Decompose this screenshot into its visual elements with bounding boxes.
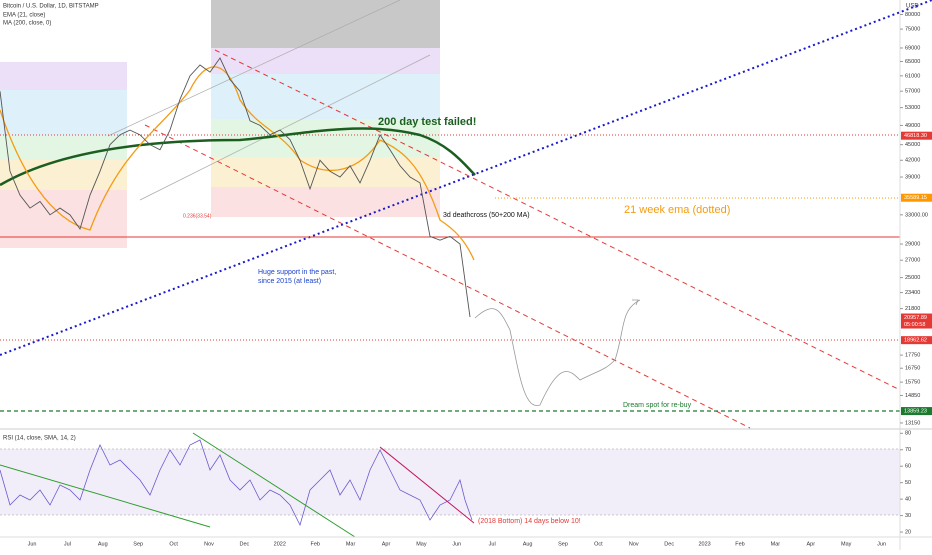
price-badge-label: 46818.30 [904, 133, 927, 139]
y-tick-label: 17750 [905, 353, 920, 359]
channel-line [139, 54, 431, 201]
x-tick-label: 2023 [698, 541, 710, 547]
price-badge [901, 313, 932, 322]
y-tick-label: 75000 [905, 27, 920, 33]
y-tick-label: 57000 [905, 89, 920, 95]
y-tick-label: 65000 [905, 59, 920, 65]
x-tick-label: Jun [877, 541, 886, 547]
x-tick-label: Sep [558, 541, 568, 547]
axes: 80000 75000 69000 65000 61000 57000 53000 49000… [28, 12, 932, 547]
price-series [0, 57, 471, 318]
x-tick-label: Dec [664, 541, 674, 547]
x-tick-label: Jun [28, 541, 37, 547]
y-tick-label: 69000 [905, 45, 920, 51]
price-badge [901, 407, 932, 416]
x-tick-label: Mar [346, 541, 356, 547]
rsi-line [0, 439, 473, 527]
x-tick-label: Aug [98, 541, 108, 547]
x-tick-label: Nov [204, 541, 214, 547]
annotation: 200 day test failed! [378, 116, 476, 128]
y-tick-label: 29000 [905, 242, 920, 248]
projection-path [474, 299, 641, 406]
y-tick-label: 49000 [905, 123, 920, 129]
x-tick-label: Jul [489, 541, 496, 547]
x-tick-label: Sep [133, 541, 143, 547]
price-badge [901, 131, 932, 140]
currency: USD [906, 4, 919, 10]
fib-bands [0, 48, 440, 248]
resistance-trendline [214, 49, 901, 391]
y-tick-label: 16750 [905, 366, 920, 372]
channel-line [107, 0, 401, 137]
y-tick-label: 15750 [905, 380, 920, 386]
x-tick-label: 2022 [274, 541, 286, 547]
y-tick-label: 39000 [905, 174, 920, 180]
x-tick-label: Dec [240, 541, 250, 547]
rsi-trendline [379, 446, 475, 524]
y-tick-label: 25000 [905, 275, 920, 281]
rsi-trendline [192, 432, 356, 538]
countdown-badge [901, 320, 932, 329]
x-tick-label: Feb [735, 541, 744, 547]
y-tick-label: 33000.00 [905, 212, 928, 218]
x-tick-label: Aug [523, 541, 533, 547]
y-tick-label: 14850 [905, 393, 920, 399]
x-tick-label: May [416, 541, 427, 547]
x-tick-label: Apr [382, 541, 391, 547]
price-line [0, 57, 471, 318]
x-tick-label: Oct [169, 541, 178, 547]
indicator-label: EMA (21, close) [3, 13, 45, 19]
x-tick-label: Oct [594, 541, 603, 547]
rsi-tick-label: 40 [905, 497, 911, 503]
annotation: since 2015 (at least) [258, 278, 321, 285]
symbol: Bitcoin / U.S. Dollar, 1D, BITSTAMP [3, 4, 99, 10]
y-tick-label: 13150 [905, 420, 920, 426]
y-tick-label: 80000 [905, 12, 920, 18]
rsi-tick-label: 30 [905, 513, 911, 519]
annotation: 21 week ema (dotted) [624, 204, 730, 216]
resistance-trendline [144, 124, 751, 429]
price-badge-label: 18962.62 [904, 338, 927, 344]
price-badge-label: 20957.89 [904, 315, 927, 321]
price-badge-label: 13859.23 [904, 409, 927, 415]
x-tick-label: Feb [310, 541, 319, 547]
support-trendline [0, 0, 932, 356]
y-tick-label: 53000 [905, 105, 920, 111]
rsi-tick-label: 50 [905, 480, 911, 486]
rsi-tick-label: 80 [905, 431, 911, 437]
y-tick-label: 45000 [905, 142, 920, 148]
y-tick-label: 27000 [905, 258, 920, 264]
annotation: (2018 Bottom) 14 days below 10! [478, 518, 581, 525]
annotation: Huge support in the past, [258, 269, 336, 276]
x-tick-label: Jul [64, 541, 71, 547]
rsi-trendline [0, 464, 211, 528]
price-badge [901, 336, 932, 345]
x-tick-label: Jun [452, 541, 461, 547]
y-tick-label: 21800 [905, 306, 920, 312]
indicator-label: MA (200, close, 0) [3, 21, 51, 27]
x-tick-label: Mar [771, 541, 781, 547]
projection-arrow [632, 299, 639, 306]
rsi-tick-label: 60 [905, 464, 911, 470]
x-tick-label: May [841, 541, 852, 547]
rsi-title: RSI (14, close, SMA, 14, 2) [3, 436, 76, 442]
y-tick-label: 23400 [905, 290, 920, 296]
fib-zone [211, 0, 440, 48]
rsi-tick-label: 20 [905, 530, 911, 536]
y-tick-label: 61000 [905, 73, 920, 79]
x-tick-label: Apr [807, 541, 816, 547]
price-badge-label: 35589.15 [904, 195, 927, 201]
x-tick-label: Nov [629, 541, 639, 547]
annotation: Dream spot for re-buy [623, 402, 692, 409]
annotation: 3d deathcross (50+200 MA) [443, 212, 530, 219]
countdown: 05:00:58 [904, 322, 925, 328]
rsi-tick-label: 70 [905, 447, 911, 453]
price-badge [901, 193, 932, 202]
y-tick-label: 42000 [905, 158, 920, 164]
fib-label: 0.236(33.54) [183, 213, 212, 219]
